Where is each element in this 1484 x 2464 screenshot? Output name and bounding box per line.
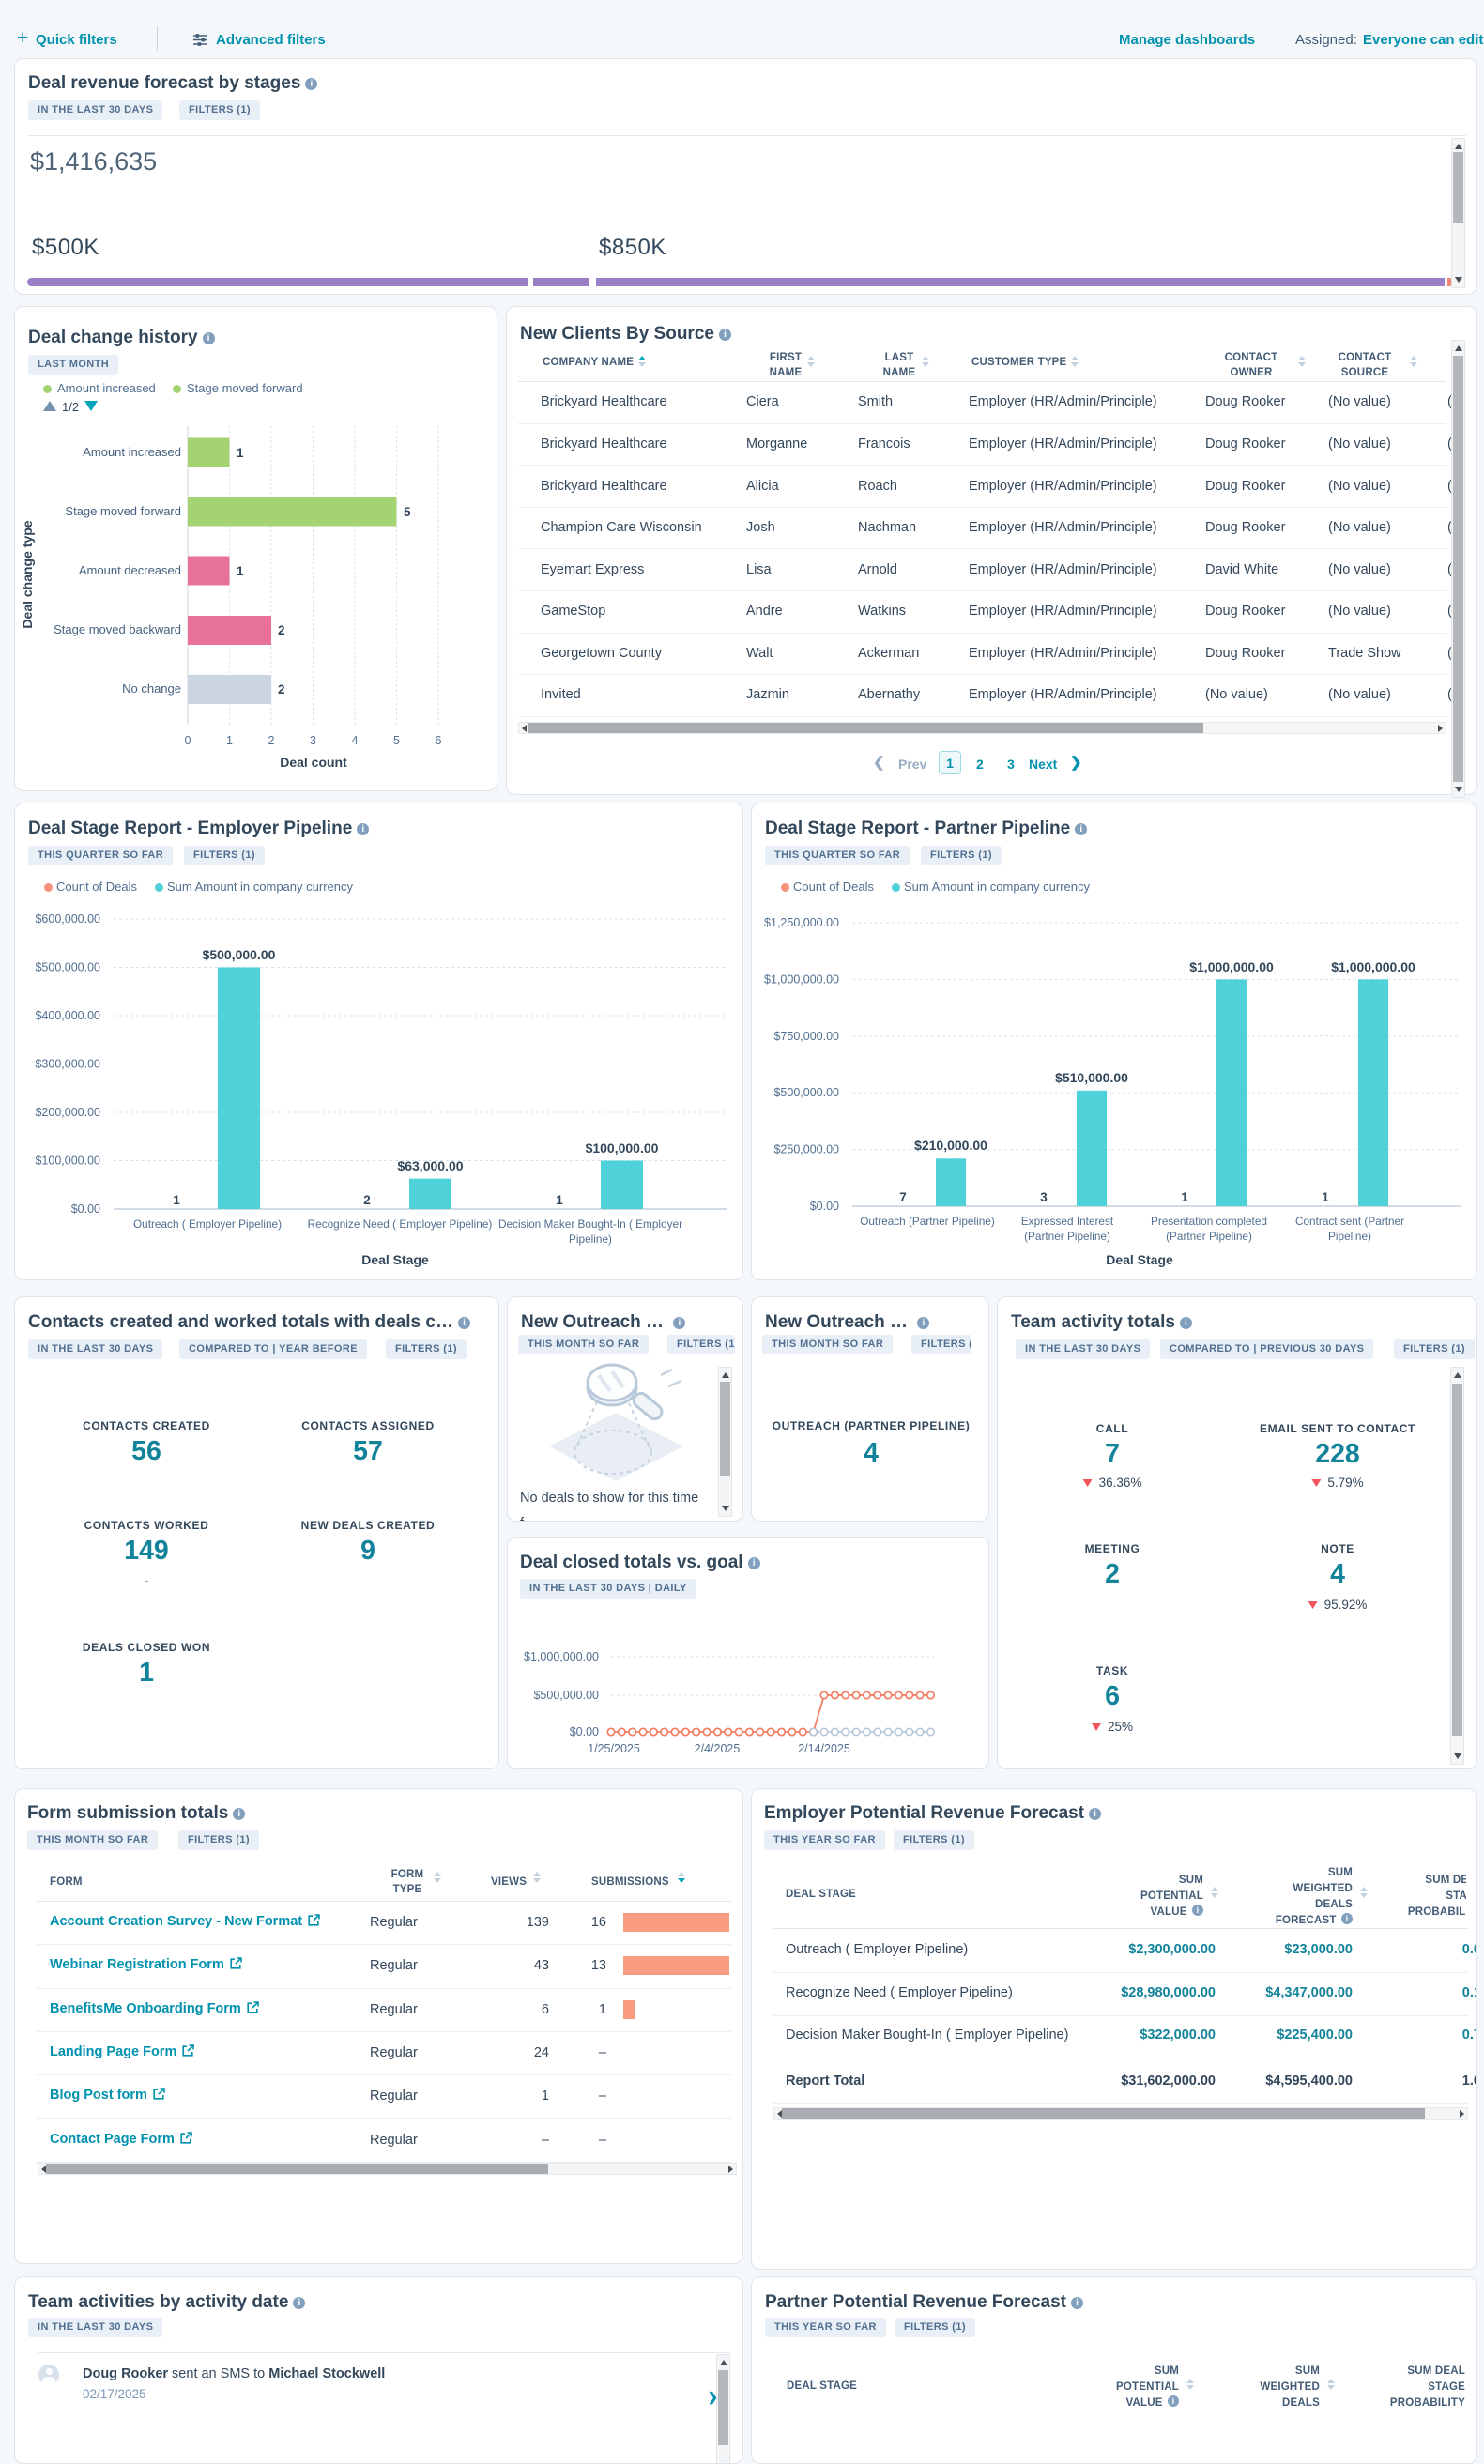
svg-text:$1,000,000.00: $1,000,000.00 bbox=[1189, 959, 1274, 974]
svg-text:$400,000.00: $400,000.00 bbox=[35, 1009, 100, 1022]
svg-text:$100,000.00: $100,000.00 bbox=[586, 1140, 659, 1155]
svg-text:1: 1 bbox=[237, 564, 244, 578]
svg-text:Decision Maker Bought-In ( Emp: Decision Maker Bought-In ( Employer bbox=[498, 1217, 682, 1231]
svg-text:Amount increased: Amount increased bbox=[83, 445, 181, 459]
svg-text:$250,000.00: $250,000.00 bbox=[773, 1143, 839, 1156]
svg-text:2: 2 bbox=[278, 623, 285, 637]
svg-text:Pipeline): Pipeline) bbox=[1328, 1230, 1371, 1243]
svg-text:Stage moved forward: Stage moved forward bbox=[65, 504, 181, 518]
svg-text:1: 1 bbox=[1322, 1190, 1329, 1204]
svg-text:7: 7 bbox=[899, 1190, 907, 1204]
svg-text:6: 6 bbox=[436, 734, 442, 747]
svg-text:$0.00: $0.00 bbox=[810, 1200, 839, 1213]
svg-text:$500,000.00: $500,000.00 bbox=[533, 1689, 599, 1702]
svg-text:Outreach (Partner Pipeline): Outreach (Partner Pipeline) bbox=[860, 1215, 995, 1228]
svg-text:1: 1 bbox=[1181, 1190, 1188, 1204]
svg-text:1: 1 bbox=[226, 734, 233, 747]
svg-text:$0.00: $0.00 bbox=[71, 1202, 100, 1216]
svg-text:Stage moved backward: Stage moved backward bbox=[54, 622, 181, 636]
svg-text:(Partner Pipeline): (Partner Pipeline) bbox=[1166, 1230, 1252, 1243]
svg-text:Deal count: Deal count bbox=[280, 755, 347, 770]
svg-text:$63,000.00: $63,000.00 bbox=[397, 1158, 463, 1173]
svg-text:$1,000,000.00: $1,000,000.00 bbox=[524, 1650, 599, 1663]
svg-text:$300,000.00: $300,000.00 bbox=[35, 1058, 100, 1071]
svg-text:Amount decreased: Amount decreased bbox=[79, 563, 181, 577]
svg-text:5: 5 bbox=[404, 505, 411, 519]
svg-text:$0.00: $0.00 bbox=[570, 1725, 599, 1738]
svg-text:$1,000,000.00: $1,000,000.00 bbox=[764, 972, 839, 986]
svg-text:2/14/2025: 2/14/2025 bbox=[798, 1742, 850, 1755]
svg-text:Deal Stage: Deal Stage bbox=[1106, 1252, 1173, 1267]
svg-text:2: 2 bbox=[268, 734, 275, 747]
svg-text:3: 3 bbox=[1040, 1190, 1048, 1204]
svg-text:$600,000.00: $600,000.00 bbox=[35, 912, 100, 926]
svg-text:0: 0 bbox=[185, 734, 191, 747]
svg-text:Pipeline): Pipeline) bbox=[569, 1232, 612, 1246]
svg-text:4: 4 bbox=[352, 734, 359, 747]
svg-text:$500,000.00: $500,000.00 bbox=[35, 961, 100, 974]
svg-text:$1,000,000.00: $1,000,000.00 bbox=[1331, 959, 1415, 974]
svg-text:2/4/2025: 2/4/2025 bbox=[695, 1742, 741, 1755]
svg-text:$500,000.00: $500,000.00 bbox=[203, 947, 276, 962]
svg-text:Deal Stage: Deal Stage bbox=[361, 1252, 429, 1267]
svg-text:Expressed Interest: Expressed Interest bbox=[1021, 1215, 1114, 1228]
svg-text:Presentation completed: Presentation completed bbox=[1151, 1215, 1267, 1228]
svg-text:$1,250,000.00: $1,250,000.00 bbox=[764, 916, 839, 929]
svg-text:$750,000.00: $750,000.00 bbox=[773, 1030, 839, 1043]
svg-text:2: 2 bbox=[278, 682, 285, 696]
svg-text:(Partner Pipeline): (Partner Pipeline) bbox=[1024, 1230, 1110, 1243]
svg-text:No change: No change bbox=[122, 681, 181, 696]
svg-text:$200,000.00: $200,000.00 bbox=[35, 1106, 100, 1119]
svg-text:1: 1 bbox=[556, 1193, 563, 1207]
svg-text:$510,000.00: $510,000.00 bbox=[1055, 1070, 1128, 1085]
svg-text:3: 3 bbox=[310, 734, 316, 747]
svg-text:5: 5 bbox=[393, 734, 400, 747]
svg-text:1: 1 bbox=[237, 446, 244, 460]
svg-text:Recognize Need ( Employer Pipe: Recognize Need ( Employer Pipeline) bbox=[308, 1217, 493, 1231]
svg-text:$210,000.00: $210,000.00 bbox=[914, 1138, 987, 1153]
svg-text:1/25/2025: 1/25/2025 bbox=[588, 1742, 640, 1755]
svg-text:$500,000.00: $500,000.00 bbox=[773, 1086, 839, 1099]
svg-text:2: 2 bbox=[363, 1193, 371, 1207]
svg-text:$100,000.00: $100,000.00 bbox=[35, 1155, 100, 1168]
svg-text:Contract sent (Partner: Contract sent (Partner bbox=[1295, 1215, 1404, 1228]
svg-text:1: 1 bbox=[173, 1193, 180, 1207]
svg-text:Deal change type: Deal change type bbox=[20, 520, 35, 628]
svg-text:Outreach ( Employer Pipeline): Outreach ( Employer Pipeline) bbox=[133, 1217, 282, 1231]
